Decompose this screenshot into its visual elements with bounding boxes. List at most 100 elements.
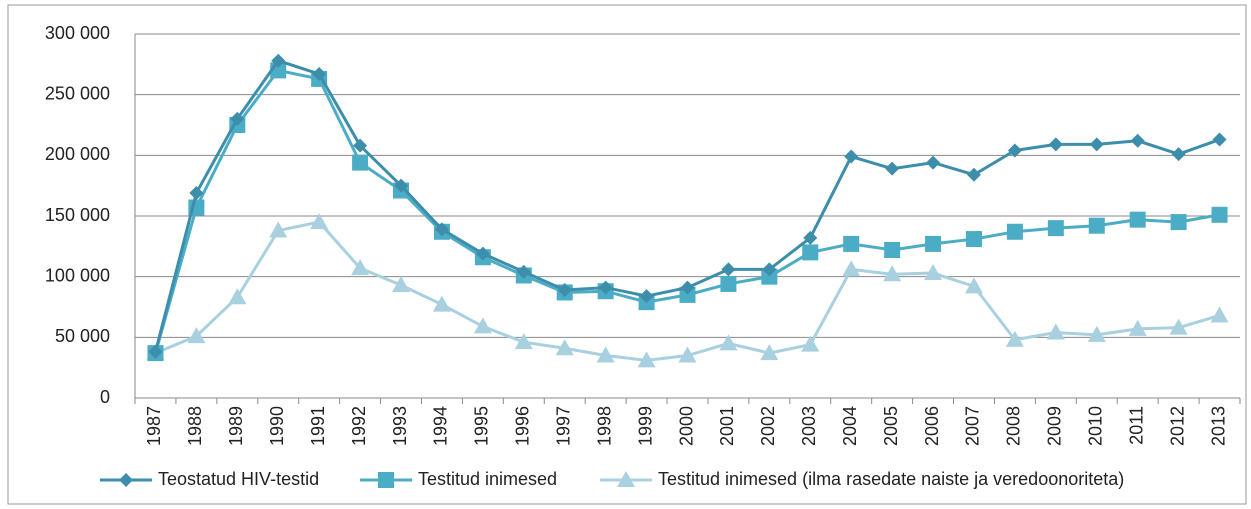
x-tick-label: 2007 bbox=[963, 406, 983, 446]
marker bbox=[378, 472, 394, 488]
marker bbox=[514, 333, 533, 350]
marker bbox=[885, 161, 900, 176]
marker bbox=[394, 178, 409, 193]
x-tick-label: 1995 bbox=[472, 406, 492, 446]
marker bbox=[639, 289, 654, 304]
marker bbox=[1169, 318, 1188, 335]
marker bbox=[1212, 132, 1227, 147]
x-tick-label: 2009 bbox=[1045, 406, 1065, 446]
marker bbox=[1005, 330, 1024, 347]
marker bbox=[516, 264, 531, 279]
x-tick-label: 1998 bbox=[594, 406, 614, 446]
y-tick-label: 300 000 bbox=[45, 23, 110, 43]
marker bbox=[762, 262, 777, 277]
x-tick-label: 2000 bbox=[676, 406, 696, 446]
marker bbox=[678, 346, 697, 363]
x-tick-label: 2011 bbox=[1126, 406, 1146, 445]
x-tick-label: 2004 bbox=[840, 406, 860, 446]
marker bbox=[1171, 147, 1186, 162]
marker bbox=[1210, 306, 1229, 323]
marker bbox=[596, 346, 615, 363]
marker bbox=[228, 288, 247, 305]
marker bbox=[434, 222, 449, 237]
marker bbox=[1130, 133, 1145, 148]
x-tick-label: 2010 bbox=[1086, 406, 1106, 446]
marker bbox=[965, 231, 982, 248]
x-tick-label: 1991 bbox=[308, 406, 328, 446]
x-tick-label: 1987 bbox=[144, 406, 164, 446]
marker bbox=[119, 473, 133, 487]
marker bbox=[392, 276, 411, 293]
marker bbox=[617, 471, 635, 487]
marker bbox=[269, 221, 288, 238]
marker bbox=[1170, 214, 1187, 231]
marker bbox=[353, 138, 368, 153]
marker bbox=[721, 262, 736, 277]
marker bbox=[801, 335, 820, 352]
x-tick-label: 2001 bbox=[717, 406, 737, 446]
marker bbox=[964, 277, 983, 294]
marker bbox=[310, 213, 329, 230]
marker bbox=[844, 149, 859, 164]
marker bbox=[1128, 319, 1147, 336]
marker bbox=[557, 283, 572, 298]
marker bbox=[761, 268, 778, 285]
marker bbox=[312, 67, 327, 82]
marker bbox=[230, 111, 245, 126]
marker bbox=[1129, 211, 1146, 228]
chart-border bbox=[7, 4, 1247, 505]
marker bbox=[966, 167, 981, 182]
y-tick-label: 200 000 bbox=[45, 144, 110, 164]
x-tick-label: 1999 bbox=[635, 406, 655, 446]
marker bbox=[637, 351, 656, 368]
y-tick-label: 50 000 bbox=[55, 326, 110, 346]
legend-label: Testitud inimesed bbox=[418, 469, 557, 489]
marker bbox=[883, 265, 902, 282]
marker bbox=[189, 185, 204, 200]
marker bbox=[352, 154, 369, 171]
marker bbox=[843, 235, 860, 252]
legend-label: Teostatud HIV-testid bbox=[158, 469, 319, 489]
x-tick-label: 1992 bbox=[349, 406, 369, 446]
marker bbox=[926, 155, 941, 170]
x-tick-label: 1988 bbox=[185, 406, 205, 446]
marker bbox=[1088, 217, 1105, 234]
marker bbox=[1087, 325, 1106, 342]
marker bbox=[1006, 223, 1023, 240]
y-tick-label: 0 bbox=[100, 387, 110, 407]
x-tick-label: 1996 bbox=[513, 406, 533, 446]
marker bbox=[598, 280, 613, 295]
marker bbox=[1046, 323, 1065, 340]
marker bbox=[1047, 220, 1064, 237]
marker bbox=[1048, 137, 1063, 152]
x-tick-label: 2002 bbox=[758, 406, 778, 446]
x-tick-label: 1994 bbox=[431, 406, 451, 446]
x-tick-label: 1989 bbox=[226, 406, 246, 446]
x-tick-label: 2008 bbox=[1004, 406, 1024, 446]
y-tick-label: 150 000 bbox=[45, 205, 110, 225]
x-tick-label: 1997 bbox=[553, 406, 573, 446]
marker bbox=[802, 244, 819, 261]
marker bbox=[187, 327, 206, 344]
marker bbox=[679, 286, 696, 303]
x-tick-label: 2006 bbox=[922, 406, 942, 446]
x-tick-label: 1990 bbox=[267, 406, 287, 446]
x-tick-label: 2013 bbox=[1208, 406, 1228, 446]
marker bbox=[842, 260, 861, 277]
marker bbox=[271, 53, 286, 68]
marker bbox=[473, 317, 492, 334]
marker bbox=[803, 230, 818, 245]
x-tick-label: 2003 bbox=[799, 406, 819, 446]
marker bbox=[1211, 206, 1228, 223]
marker bbox=[148, 344, 163, 359]
marker bbox=[720, 275, 737, 292]
marker bbox=[925, 235, 942, 252]
marker bbox=[555, 339, 574, 356]
marker bbox=[760, 344, 779, 361]
legend-label: Testitud inimesed (ilma rasedate naiste … bbox=[658, 469, 1124, 489]
marker bbox=[924, 264, 943, 281]
marker bbox=[1007, 143, 1022, 158]
marker bbox=[351, 259, 370, 276]
